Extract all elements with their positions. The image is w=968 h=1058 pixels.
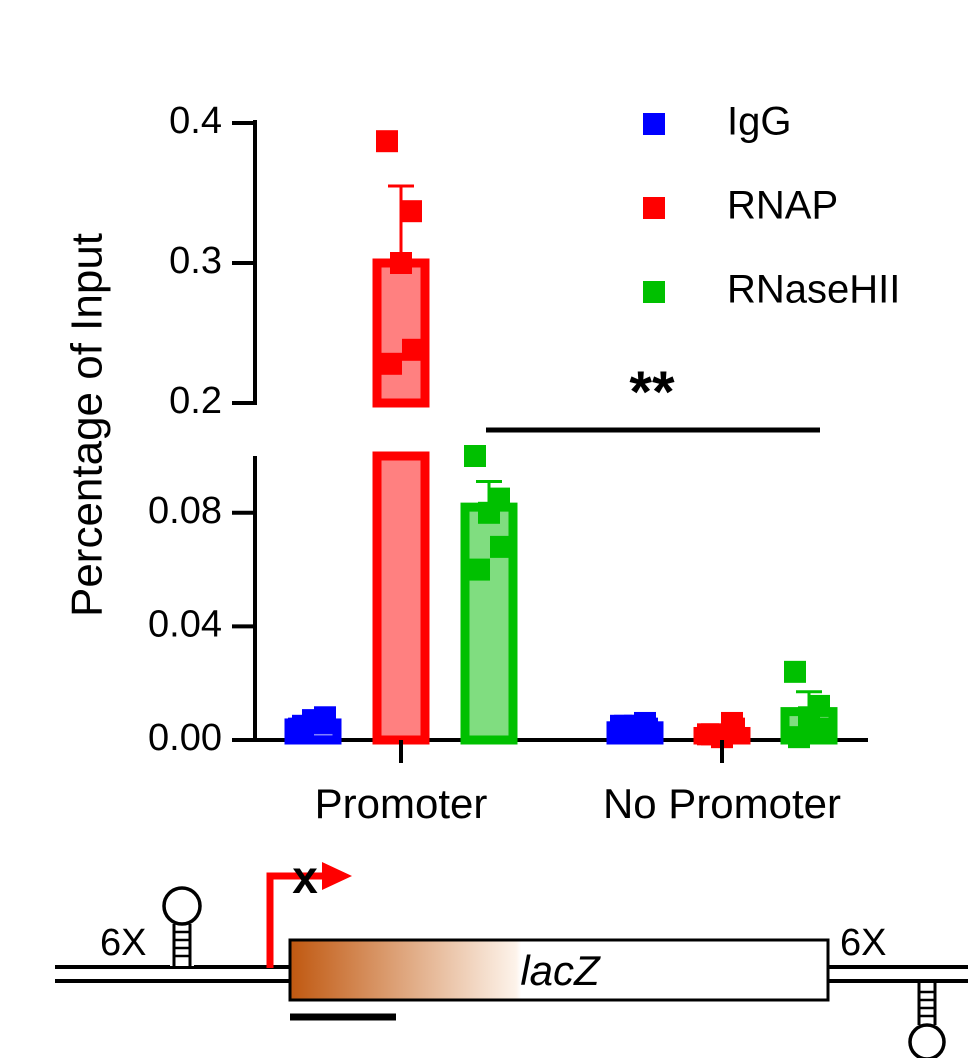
legend-label: RNaseHII [727,268,900,312]
y-tick-label: 0.00 [148,717,222,759]
data-point [784,660,806,683]
data-point [402,338,424,361]
bars [284,258,838,745]
promoter-arrow-icon: x [266,851,352,968]
data-point [314,706,336,729]
data-point [723,717,745,740]
gene-label: lacZ [520,947,601,994]
data-point [468,558,490,581]
data-points [288,130,832,749]
data-point [400,200,422,223]
data-point [292,714,314,737]
y-tick-label: 0.2 [169,380,222,422]
data-point [614,714,636,737]
gene-diagram: 6X x lacZ 6X [55,851,968,1058]
promoter-blocked-mark: x [292,851,318,903]
y-ticks: 0.00 0.04 0.08 0.2 0.3 0.4 [148,100,255,759]
x-category-label: No Promoter [603,780,841,827]
y-tick-label: 0.4 [169,100,222,142]
bar-rnap-0-upper [372,258,430,408]
y-axis-title: Percentage of Input [63,233,112,617]
data-point [701,723,723,746]
right-repeat-label: 6X [840,922,886,964]
significance-label: ** [629,360,675,425]
legend-label: RNAP [727,184,838,228]
legend-swatch [643,281,665,303]
legend-label: IgG [727,100,791,144]
data-point [636,717,658,740]
left-hairpin-icon [162,886,202,966]
lacz-gene-box [288,938,830,1002]
legend: IgG RNAP RNaseHII [643,100,900,312]
data-point [788,726,810,749]
x-categories: Promoter No Promoter [315,740,841,827]
data-point [380,352,402,375]
data-point [390,252,412,274]
legend-swatch [643,113,665,135]
left-repeat-label: 6X [100,922,146,964]
y-tick-label: 0.04 [148,603,222,645]
y-tick-label: 0.3 [169,240,222,282]
bar-rnap-0-lower [372,451,430,745]
data-point [478,501,500,524]
data-point [810,717,832,740]
data-point [376,130,398,153]
legend-swatch [643,197,665,219]
right-hairpin-icon [908,983,946,1058]
data-point [490,535,512,558]
x-category-label: Promoter [315,780,488,827]
y-tick-label: 0.08 [148,490,222,532]
data-point [464,445,486,467]
